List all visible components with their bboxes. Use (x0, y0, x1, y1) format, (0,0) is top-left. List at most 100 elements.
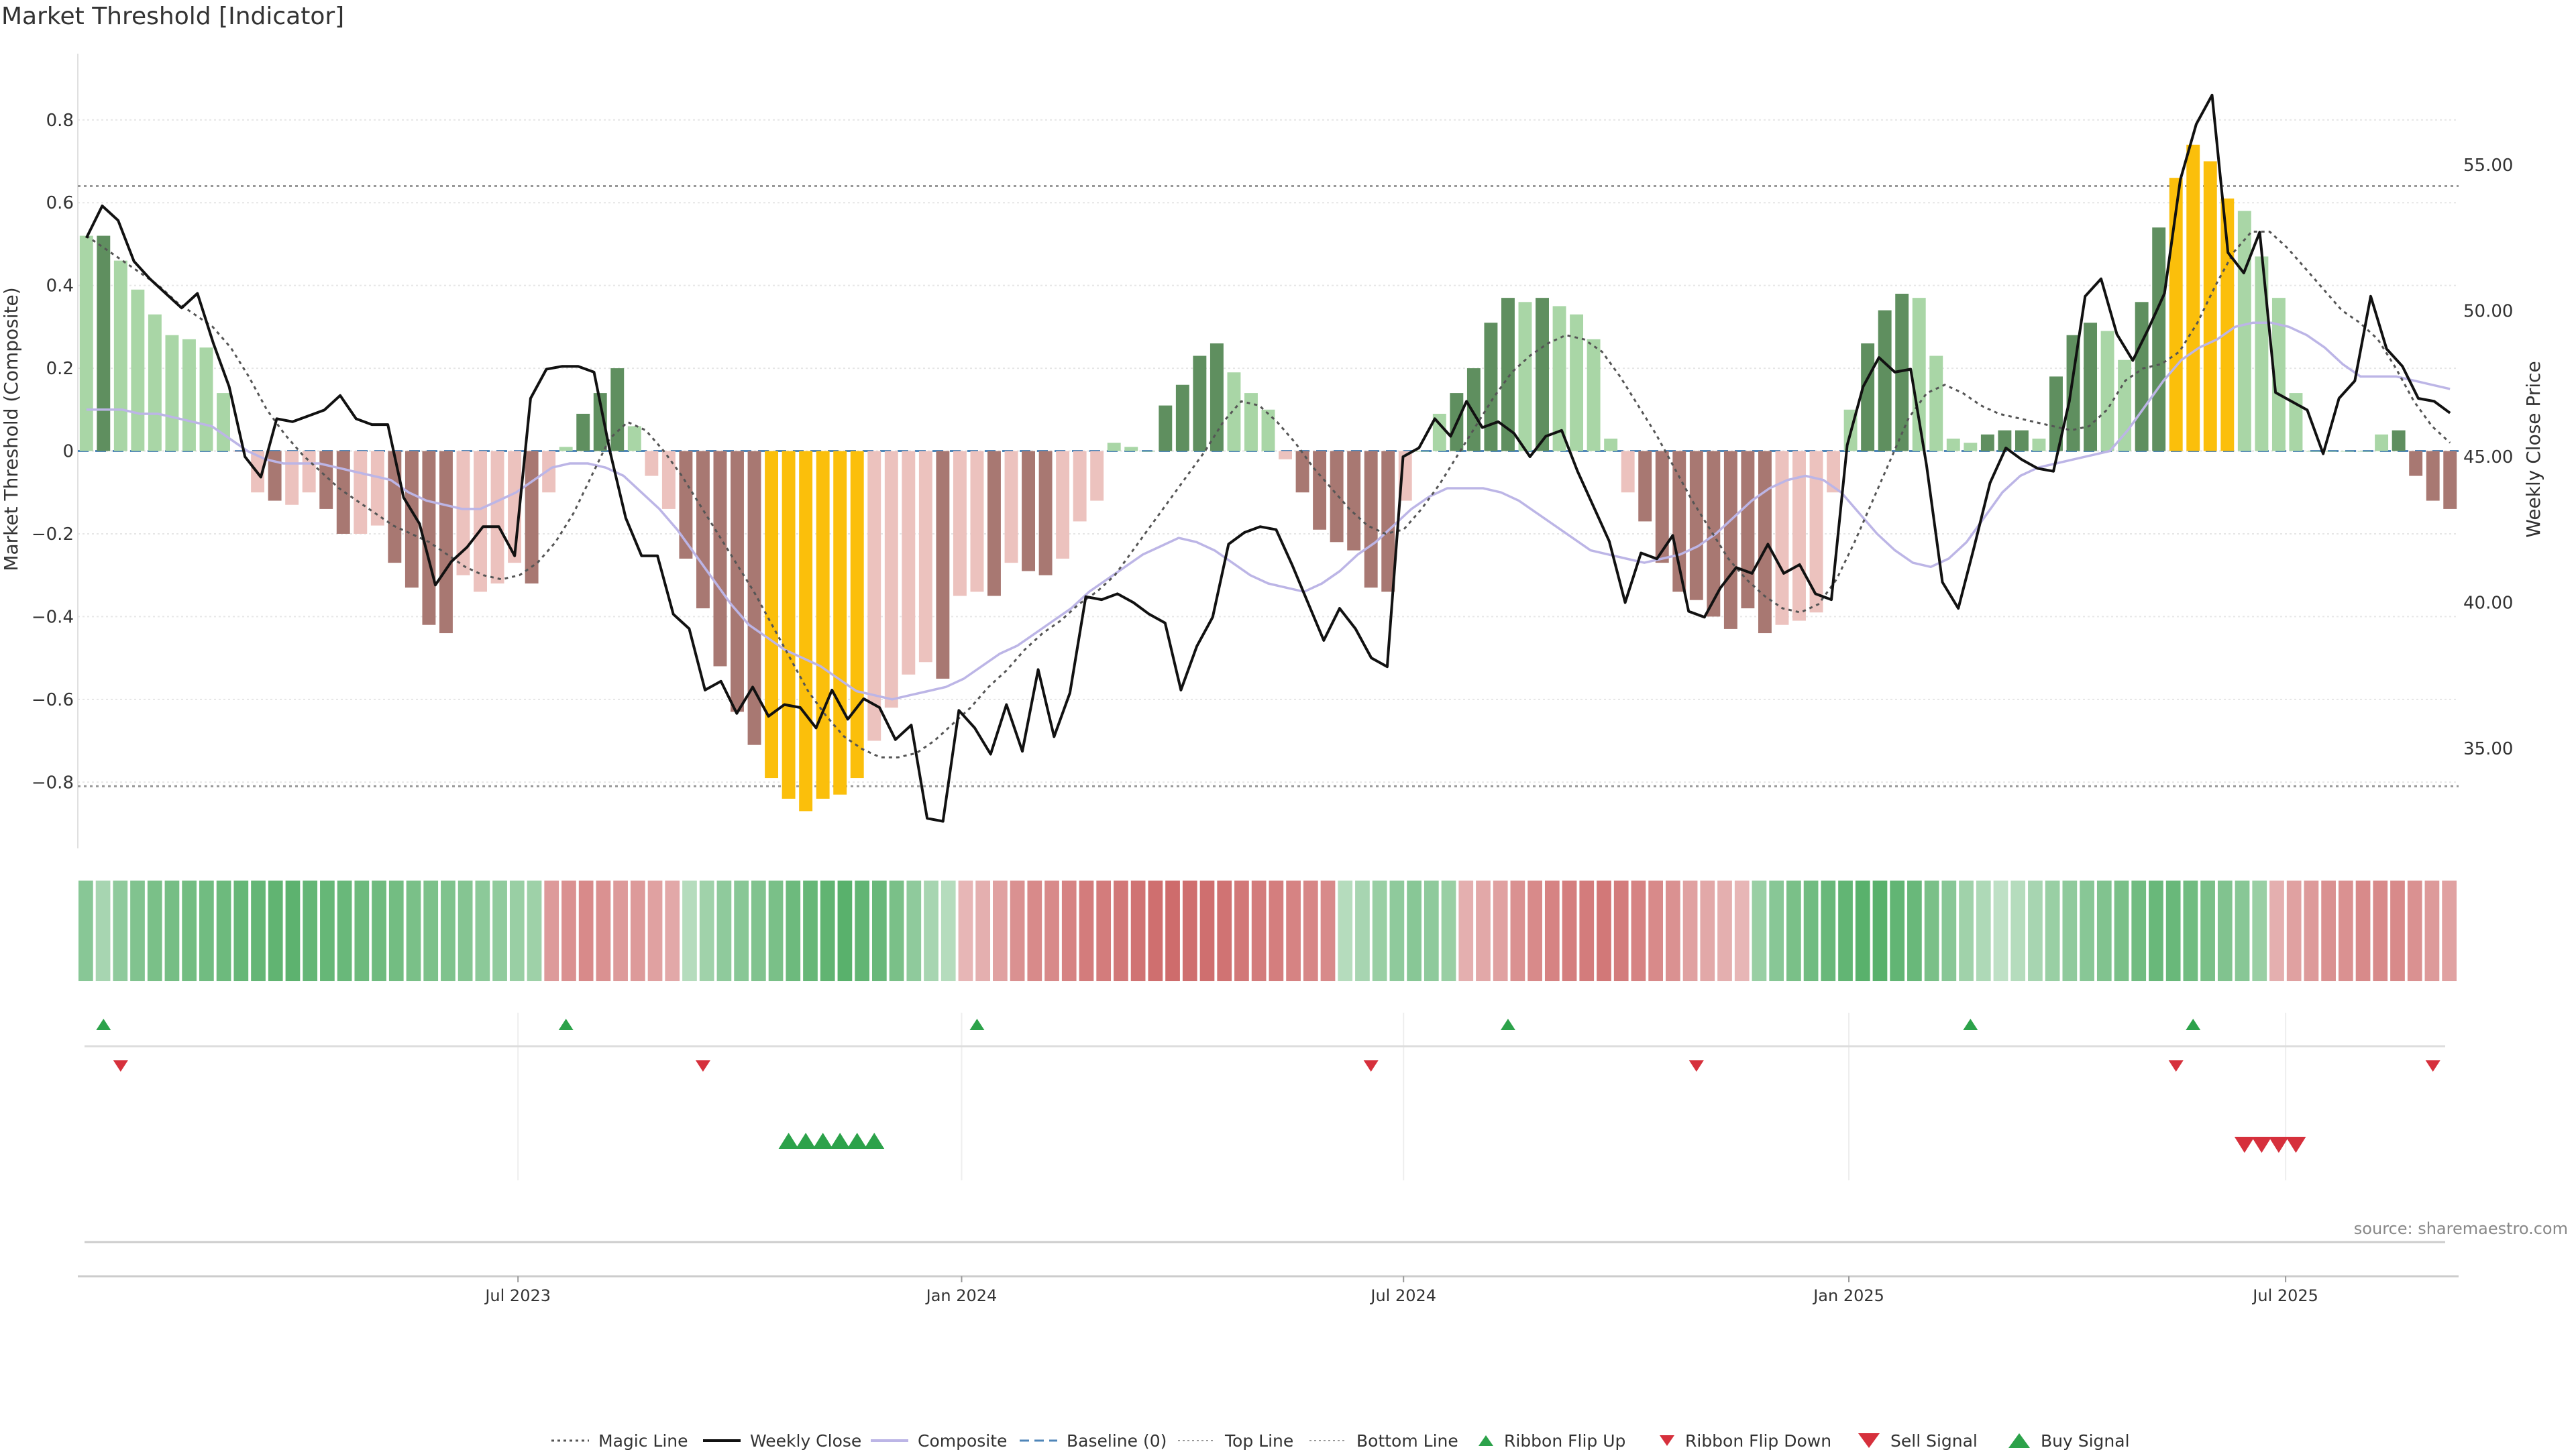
composite-bar (1587, 339, 1601, 451)
ribbon-cell (268, 881, 283, 981)
ribbon-cell (1803, 881, 1819, 981)
composite-bar (1347, 451, 1361, 551)
composite-bar (2392, 430, 2406, 451)
composite-bar (2341, 451, 2354, 452)
ribbon-cell (1061, 881, 1077, 981)
legend-ribbon-flip-down: Ribbon Flip Down (1657, 1427, 1831, 1454)
ribbon-cell (2252, 881, 2267, 981)
y-tick-label: −0.6 (32, 690, 74, 710)
ribbon-cell (303, 881, 318, 981)
ribbon-cell (1217, 881, 1232, 981)
legend-buy-signal: Buy Signal (2006, 1427, 2130, 1454)
composite-bar (1689, 451, 1703, 600)
composite-bar (747, 451, 761, 745)
composite-bar (2015, 430, 2029, 451)
ribbon-cell (1234, 881, 1249, 981)
composite-bar (165, 335, 179, 451)
composite-bar (1929, 355, 1943, 451)
composite-bar (987, 451, 1001, 596)
composite-bar (1004, 451, 1018, 563)
ribbon-cell (372, 881, 386, 981)
y-tick-label: 0 (62, 442, 74, 462)
composite-bar (1090, 451, 1104, 501)
ribbon-cell (716, 881, 732, 981)
composite-bar (1141, 451, 1155, 452)
composite-bar (713, 451, 727, 667)
composite-bar (1518, 302, 1532, 451)
composite-bar (1432, 413, 1446, 451)
composite-bar (1861, 343, 1875, 451)
composite-bar (354, 451, 368, 534)
composite-bar (970, 451, 984, 592)
legend: Magic Line Weekly Close Composite Baseli… (0, 1427, 2576, 1454)
ribbon-cell (475, 881, 490, 981)
composite-bar (782, 451, 796, 799)
composite-bar (490, 451, 504, 583)
ribbon-cell (975, 881, 991, 981)
ribbon-cell (1717, 881, 1732, 981)
composite-bar (1227, 372, 1241, 451)
right-axis: 35.00 40.00 45.00 50.00 55.00 (2463, 156, 2513, 759)
composite-bar (1175, 384, 1189, 451)
ribbon-cell (285, 881, 301, 981)
ribbon-cell (1355, 881, 1370, 981)
ribbon-cell (647, 881, 663, 981)
ribbon-cell (1096, 881, 1112, 981)
ribbon-cell (1269, 881, 1284, 981)
composite-bar (97, 235, 111, 451)
composite-bar (2118, 359, 2132, 451)
ribbon-cell (423, 881, 439, 981)
ribbon-cell (786, 881, 801, 981)
ribbon-flip-up-marker (2186, 1019, 2201, 1030)
composite-bar (679, 451, 693, 559)
ribbon-cell (1700, 881, 1715, 981)
composite-bar (1159, 405, 1173, 451)
composite-bar (2255, 256, 2269, 451)
ribbon-cell (1597, 881, 1611, 981)
weekly-close-line (85, 93, 2451, 823)
ribbon-cell (2424, 881, 2440, 981)
composite-bar (1638, 451, 1652, 522)
ribbon-cell (2200, 881, 2215, 981)
ribbon-cell (2442, 881, 2457, 981)
ribbon-cell (958, 881, 973, 981)
composite-bar (1827, 451, 1841, 493)
ribbon-cell (2062, 881, 2078, 981)
ribbon-cell (2045, 881, 2060, 981)
composite-bar (131, 289, 145, 451)
ribbon-cell (164, 881, 180, 981)
line-series (85, 93, 2451, 823)
y-tick-label: −0.2 (32, 524, 74, 545)
trend-ribbon (78, 881, 2457, 981)
composite-bar (1964, 443, 1978, 451)
ribbon-cell (734, 881, 749, 981)
ribbon-cell (1407, 881, 1421, 981)
composite-bar (2306, 451, 2320, 452)
ribbon-cell (199, 881, 214, 981)
composite-bar (576, 413, 590, 451)
composite-bar (1193, 355, 1207, 451)
ribbon-cell (837, 881, 853, 981)
composite-bar (833, 451, 847, 795)
ribbon-cell (1769, 881, 1784, 981)
composite-bar (1946, 438, 1960, 451)
composite-bar (731, 451, 744, 712)
buy-signal-marker (830, 1133, 851, 1149)
composite-bar (1261, 409, 1275, 451)
composite-bar (370, 451, 384, 526)
ribbon-cell (2286, 881, 2302, 981)
ribbon-cell (527, 881, 542, 981)
ribbon-cell (2165, 881, 2181, 981)
ribbon-cell (1251, 881, 1267, 981)
ribbon-cell (1544, 881, 1560, 981)
composite-bar (2409, 451, 2423, 476)
composite-bar (2271, 298, 2286, 451)
composite-bar (2169, 178, 2183, 451)
composite-bar (816, 451, 830, 799)
buy-signal-marker (778, 1133, 799, 1149)
x-tick-label: Jul 2025 (2251, 1286, 2318, 1305)
composite-bar (217, 393, 230, 451)
buy-signal-marker (812, 1133, 833, 1149)
ribbon-cell (2028, 881, 2043, 981)
